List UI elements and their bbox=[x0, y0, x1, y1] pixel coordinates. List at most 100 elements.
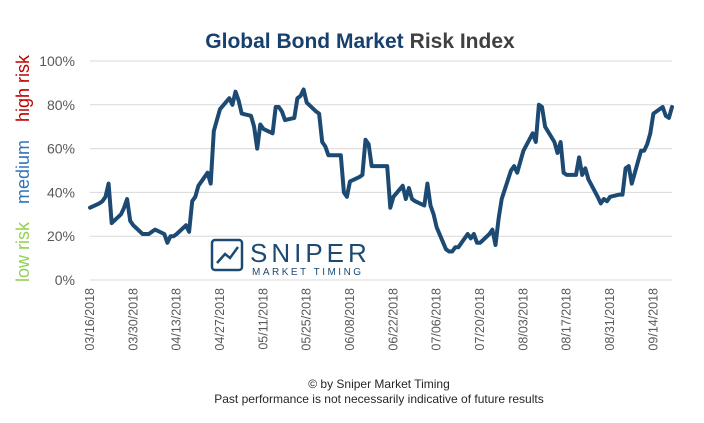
data-point bbox=[509, 169, 513, 173]
data-point bbox=[642, 149, 646, 153]
data-point bbox=[670, 105, 674, 109]
x-tick-label: 05/11/2018 bbox=[256, 288, 270, 350]
data-point bbox=[292, 116, 296, 120]
data-point bbox=[252, 125, 256, 129]
data-point bbox=[407, 186, 411, 190]
data-point bbox=[391, 195, 395, 199]
data-point bbox=[187, 230, 191, 234]
data-point bbox=[342, 190, 346, 194]
data-point bbox=[196, 184, 200, 188]
data-point bbox=[500, 197, 504, 201]
data-point bbox=[456, 245, 460, 249]
data-point bbox=[165, 241, 169, 245]
data-point bbox=[100, 199, 104, 203]
data-point bbox=[227, 96, 231, 100]
data-point bbox=[212, 129, 216, 133]
data-point bbox=[645, 142, 649, 146]
data-point bbox=[190, 199, 194, 203]
data-point bbox=[472, 232, 476, 236]
y-tick-label: 20% bbox=[47, 228, 75, 244]
data-point bbox=[583, 166, 587, 170]
data-point bbox=[577, 155, 581, 159]
data-point bbox=[621, 193, 625, 197]
data-point bbox=[280, 109, 284, 113]
y-tick-label: 0% bbox=[55, 272, 75, 288]
data-point bbox=[518, 160, 522, 164]
data-point bbox=[648, 131, 652, 135]
data-point bbox=[237, 98, 241, 102]
data-point bbox=[234, 90, 238, 94]
data-point bbox=[494, 243, 498, 247]
data-point bbox=[320, 140, 324, 144]
data-point bbox=[283, 118, 287, 122]
y-tick-label: 60% bbox=[47, 141, 75, 157]
data-point bbox=[370, 164, 374, 168]
x-tick-label: 05/25/2018 bbox=[300, 288, 314, 351]
data-point bbox=[110, 221, 114, 225]
data-point bbox=[543, 125, 547, 129]
data-point bbox=[367, 142, 371, 146]
x-tick-label: 08/03/2018 bbox=[516, 288, 530, 351]
data-point bbox=[299, 94, 303, 98]
data-point bbox=[466, 232, 470, 236]
data-point bbox=[425, 182, 429, 186]
x-tick-label: 06/22/2018 bbox=[386, 288, 400, 351]
data-point bbox=[345, 195, 349, 199]
data-point bbox=[435, 225, 439, 229]
copyright-text: © by Sniper Market Timing bbox=[308, 377, 450, 391]
disclaimer-text: Past performance is not necessarily indi… bbox=[214, 392, 543, 406]
data-point bbox=[565, 173, 569, 177]
risk-axis-labels: low risk medium high risk bbox=[13, 54, 33, 282]
data-point bbox=[125, 197, 129, 201]
data-point bbox=[209, 182, 213, 186]
y-axis-ticks: 0% 20% 40% 60% 80% 100% bbox=[39, 53, 75, 288]
data-point bbox=[512, 164, 516, 168]
data-point bbox=[388, 206, 392, 210]
data-point bbox=[385, 164, 389, 168]
data-point bbox=[521, 149, 525, 153]
data-point bbox=[249, 114, 253, 118]
data-point bbox=[119, 212, 123, 216]
watermark-brand: SNIPER bbox=[250, 238, 371, 268]
data-point bbox=[540, 105, 544, 109]
data-point bbox=[574, 173, 578, 177]
data-point bbox=[305, 101, 309, 105]
chart-title: Global Bond Market Risk Index bbox=[205, 30, 515, 53]
data-point bbox=[104, 195, 108, 199]
data-point bbox=[348, 179, 352, 183]
data-point bbox=[193, 195, 197, 199]
data-point bbox=[277, 105, 281, 109]
data-point bbox=[404, 197, 408, 201]
data-point bbox=[258, 123, 262, 127]
data-point bbox=[302, 88, 306, 92]
data-point bbox=[401, 184, 405, 188]
data-point bbox=[661, 105, 665, 109]
data-point bbox=[534, 140, 538, 144]
data-point bbox=[206, 171, 210, 175]
x-tick-label: 07/06/2018 bbox=[430, 288, 444, 351]
data-point bbox=[153, 228, 157, 232]
data-point bbox=[317, 112, 321, 116]
data-point bbox=[556, 151, 560, 155]
data-point bbox=[429, 204, 433, 208]
data-point bbox=[413, 199, 417, 203]
x-tick-label: 04/13/2018 bbox=[170, 288, 184, 351]
data-point bbox=[497, 217, 501, 221]
data-point bbox=[131, 223, 135, 227]
data-point bbox=[515, 171, 519, 175]
series-layer bbox=[88, 87, 674, 254]
data-point bbox=[422, 204, 426, 208]
watermark-tagline: MARKET TIMING bbox=[252, 267, 364, 278]
x-tick-label: 06/08/2018 bbox=[343, 288, 357, 351]
data-point bbox=[531, 131, 535, 135]
x-tick-label: 08/31/2018 bbox=[603, 288, 617, 351]
y-tick-label: 40% bbox=[47, 184, 75, 200]
data-point bbox=[240, 112, 244, 116]
data-point bbox=[490, 228, 494, 232]
gridlines bbox=[90, 60, 672, 281]
y-tick-label: 100% bbox=[39, 53, 75, 69]
risk-index-line bbox=[88, 87, 674, 254]
watermark-chart-icon bbox=[210, 238, 244, 272]
data-point bbox=[184, 223, 188, 227]
data-point bbox=[478, 241, 482, 245]
